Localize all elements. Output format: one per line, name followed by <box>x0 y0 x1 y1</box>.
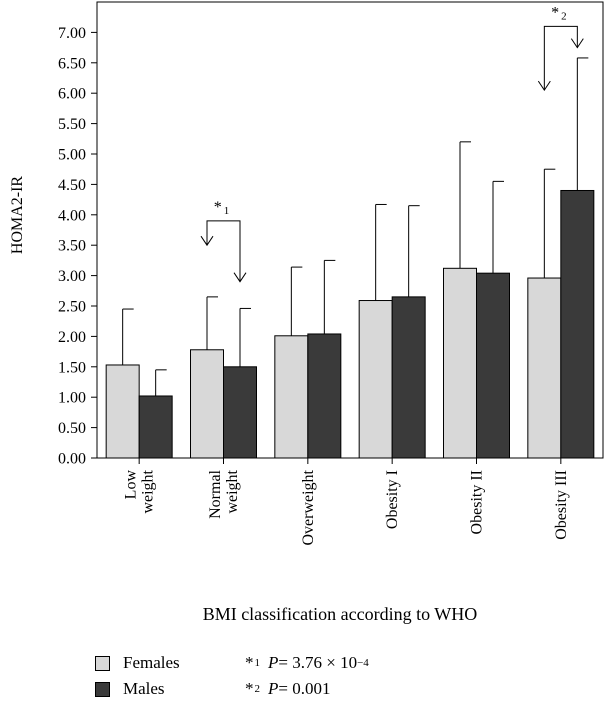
annotations: * 1 * 2 <box>200 4 584 283</box>
y-tick-label-12: 6.00 <box>58 86 86 103</box>
x-tick-label-3-0: Obesity I <box>384 470 401 529</box>
x-axis: Low weight Normal weight Overweight Obesity I… <box>123 458 570 546</box>
bar-males-3 <box>391 296 426 459</box>
p-label-2: P <box>268 679 279 698</box>
y-tick-label-3: 1.50 <box>58 359 86 376</box>
x-tick-label-1-0: Normal <box>207 469 224 518</box>
bar-females-5 <box>527 277 562 459</box>
significance-mark-2: *2 <box>245 679 260 698</box>
bar-males-5 <box>560 189 595 459</box>
bar-females-3 <box>358 300 393 459</box>
significance-mark-1: *1 <box>245 653 260 672</box>
bar-females-0 <box>105 364 140 459</box>
x-tick-label-5-0: Obesity III <box>553 470 570 540</box>
y-tick-label-14: 7.00 <box>58 25 86 42</box>
significance-note-1: *1 P = 3.76 × 10 −4 <box>245 652 369 674</box>
x-tick-label-0-0: Low <box>123 470 140 500</box>
plot-frame <box>96 1 604 459</box>
bar-females-1 <box>190 349 224 459</box>
y-tick-label-8: 4.00 <box>58 207 86 224</box>
x-tick-label-4-0: Obesity II <box>469 470 486 534</box>
significance-label-1: * 1 <box>214 199 230 217</box>
bar-males-0 <box>138 395 173 459</box>
legend-swatch-females <box>95 655 110 671</box>
x-tick-label-1-1: weight <box>224 469 241 513</box>
bar-females-2 <box>274 335 309 459</box>
bar-males-1 <box>223 366 257 459</box>
x-tick-label-2-0: Overweight <box>300 469 317 545</box>
y-tick-label-13: 6.50 <box>58 55 86 72</box>
significance-bracket-1 <box>206 220 241 282</box>
bars <box>105 57 595 459</box>
arrow-head-right-2 <box>570 38 584 49</box>
legend-item-males: Males <box>95 678 165 700</box>
legend-item-females: Females <box>95 652 180 674</box>
p-label-1: P <box>268 653 279 672</box>
bar-males-4 <box>476 272 510 459</box>
p-value-2: = 0.001 <box>278 679 331 698</box>
y-tick-label-7: 3.50 <box>58 238 86 255</box>
y-axis-label: HOMA2-IR <box>9 176 26 255</box>
y-tick-label-9: 4.50 <box>58 177 86 194</box>
y-tick-label-5: 2.50 <box>58 299 86 316</box>
bar-males-2 <box>307 333 342 459</box>
y-tick-label-4: 2.00 <box>58 329 86 346</box>
significance-bracket-2 <box>543 25 578 91</box>
bar-chart: 0.00 0.50 1.00 1.50 2.00 2.50 3.00 3.50 4.00 4.50… <box>9 1 604 624</box>
significance-label-2: * 2 <box>551 4 567 22</box>
legend: Females Males *1 P = 3.76 × 10 −4 *2 P = … <box>95 648 515 704</box>
significance-note-2: *2 P = 0.001 <box>245 678 330 700</box>
legend-swatch-males <box>95 681 110 697</box>
y-axis: 0.00 0.50 1.00 1.50 2.00 2.50 3.00 3.50 4.00 4.50… <box>58 1 604 468</box>
arrow-head-right-1 <box>233 272 247 283</box>
arrow-head-left-2 <box>537 80 551 92</box>
bar-females-4 <box>443 267 477 459</box>
y-tick-label-1: 0.50 <box>58 420 86 437</box>
arrow-head-left-1 <box>200 235 214 247</box>
legend-label-males: Males <box>123 679 165 698</box>
y-tick-label-11: 5.50 <box>58 116 86 133</box>
x-tick-label-0-1: weight <box>140 469 157 513</box>
p-value-1: = 3.76 × 10 <box>278 653 358 672</box>
legend-label-females: Females <box>123 653 180 672</box>
y-tick-label-0: 0.00 <box>58 451 86 468</box>
y-tick-label-6: 3.00 <box>58 268 86 285</box>
y-tick-label-10: 5.00 <box>58 147 86 164</box>
y-tick-label-2: 1.00 <box>58 390 86 407</box>
p-exponent-1: −4 <box>357 657 369 669</box>
x-axis-label: BMI classification according to WHO <box>203 604 478 624</box>
